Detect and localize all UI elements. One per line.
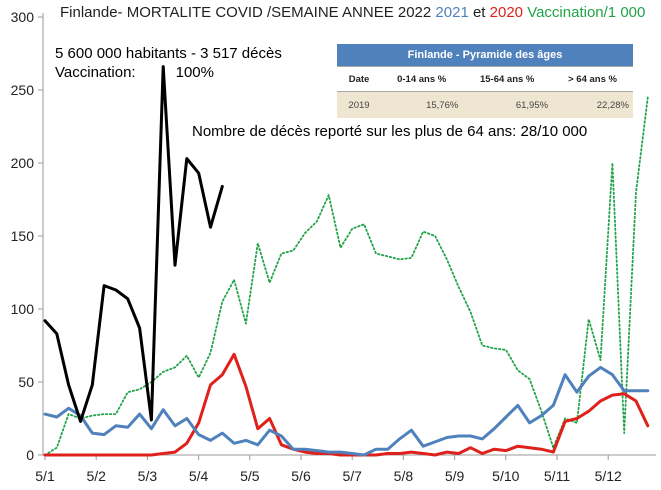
y-tick-label: 150 [11, 228, 35, 244]
series-line-vaccination [44, 96, 649, 456]
series-line-2020 [43, 352, 650, 457]
y-tick-label: 200 [11, 155, 35, 171]
pyramid-cell-date: 2019 [337, 91, 381, 118]
pyramid-header-15-64: 15-64 ans % [462, 66, 553, 92]
pyramid-cell-64plus: 22,28% [552, 91, 633, 118]
pyramid-title: Finlande - Pyramide des âges [337, 44, 633, 67]
population-deaths: 5 600 000 habitants - 3 517 décès [55, 45, 282, 62]
y-tick-label: 300 [11, 9, 35, 25]
age-pyramid-table: Finlande - Pyramide des âges Date 0-14 a… [337, 44, 633, 118]
x-tick-label: 5/4 [189, 468, 209, 484]
pyramid-header-row: Date 0-14 ans % 15-64 ans % > 64 ans % [337, 66, 633, 92]
y-tick-label: 100 [11, 301, 35, 317]
x-tick-label: 5/10 [492, 468, 519, 484]
vaccination-label: Vaccination: [55, 64, 136, 81]
vaccination-value: 100% [175, 64, 214, 81]
x-tick-label: 5/9 [445, 468, 465, 484]
x-tick-label: 5/3 [138, 468, 158, 484]
title-2021: 2021 [435, 4, 469, 21]
y-tick-label: 0 [26, 447, 34, 463]
pyramid-cell-0-14: 15,76% [381, 91, 463, 118]
elderly-deaths-note: Nombre de décès reporté sur les plus de … [192, 123, 588, 140]
x-tick-label: 5/2 [86, 468, 106, 484]
chart-axes: 0 50 100 150 200 250 300 5/1 5/2 5/3 5/4 5/5 5/6 5/7 5… [11, 9, 656, 484]
series-line-2021 [43, 365, 650, 457]
y-tick-label: 250 [11, 82, 35, 98]
vaccination-line: Vaccination: 100% [55, 63, 282, 82]
x-tick-label: 5/5 [240, 468, 260, 484]
x-tick-label: 5/8 [394, 468, 414, 484]
series-line-2022 [43, 65, 224, 423]
x-tick-label: 5/12 [595, 468, 622, 484]
pyramid-header-date: Date [337, 66, 381, 92]
x-tick-label: 5/6 [291, 468, 311, 484]
title-main: Finlande- MORTALITE COVID /SEMAINE ANNEE… [60, 4, 432, 21]
pyramid-header-64plus: > 64 ans % [552, 66, 633, 92]
pyramid-cell-15-64: 61,95% [462, 91, 553, 118]
title-2020: 2020 [489, 4, 524, 21]
x-tick-label: 5/7 [342, 468, 362, 484]
x-tick-label: 5/1 [35, 468, 55, 484]
title-vaccination: Vaccination/1 000 [527, 4, 646, 21]
population-info: 5 600 000 habitants - 3 517 décès Vaccin… [55, 44, 282, 82]
y-tick-label: 50 [18, 374, 34, 390]
pyramid-data-row: 2019 15,76% 61,95% 22,28% [337, 91, 633, 118]
x-tick-label: 5/11 [544, 468, 570, 484]
chart-title: Finlande- MORTALITE COVID /SEMAINE ANNEE… [60, 4, 645, 21]
pyramid-header-0-14: 0-14 ans % [381, 66, 463, 92]
title-connector: et [472, 4, 486, 21]
series-layer [43, 65, 650, 457]
